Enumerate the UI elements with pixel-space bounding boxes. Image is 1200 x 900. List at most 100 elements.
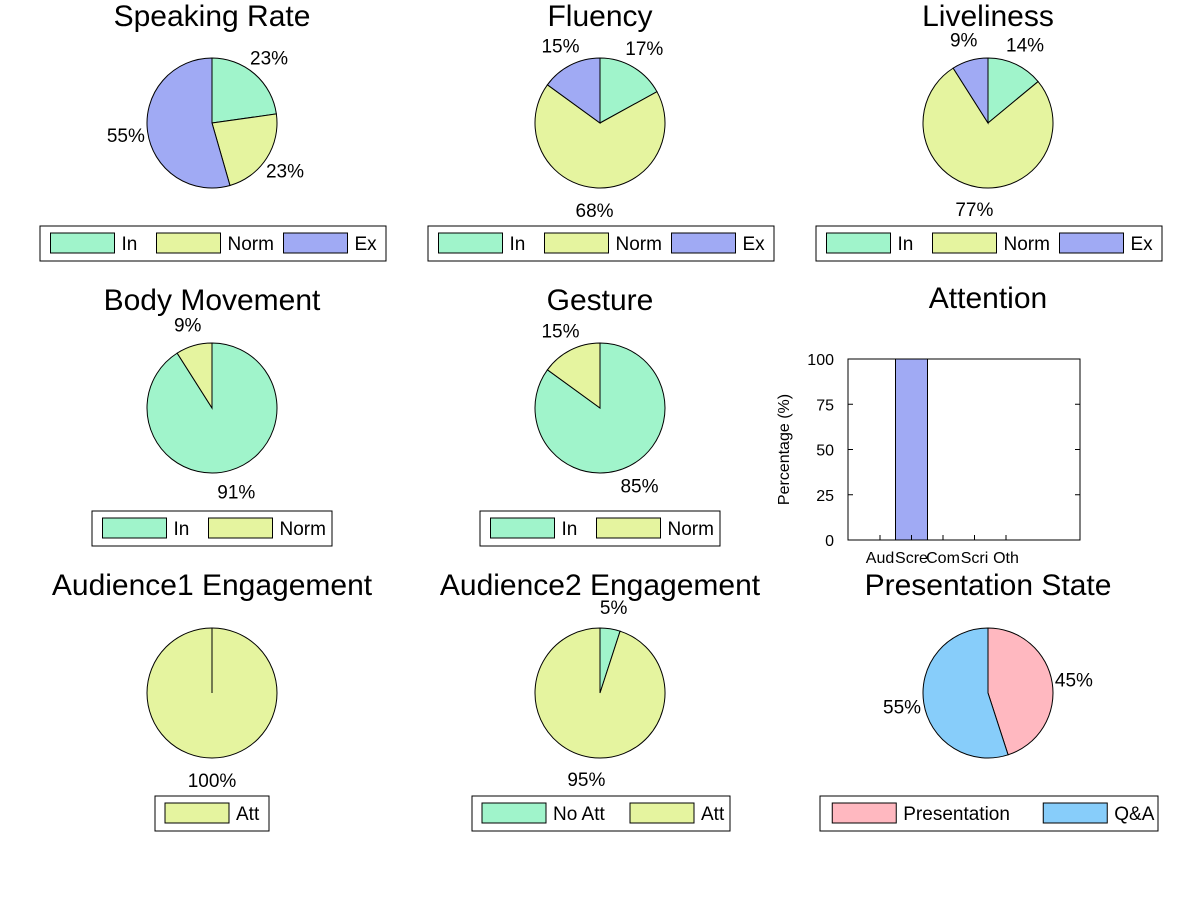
pie-slice-norm	[922, 67, 1054, 189]
pie-slice-norm	[176, 342, 213, 410]
legend-label-norm: Norm	[228, 234, 274, 255]
legend-swatch-presentation	[831, 802, 897, 824]
legend-label-no-att: No Att	[553, 804, 605, 825]
legend: In Norm Ex	[39, 225, 387, 262]
pie-percent-label: 68%	[576, 201, 614, 222]
legend: In Norm	[479, 510, 721, 547]
pie-percent-label: 14%	[1006, 35, 1044, 56]
legend: Presentation Q&A	[819, 795, 1159, 832]
legend-label-ex: Ex	[743, 234, 766, 255]
legend-label-ex: Ex	[1131, 234, 1154, 255]
legend-label-norm: Norm	[280, 519, 326, 540]
pie-percent-label: 23%	[266, 161, 304, 182]
x-tick-label-scre: Scre	[895, 550, 928, 567]
legend-swatch-norm	[156, 232, 221, 254]
pie-percent-label: 17%	[625, 39, 663, 60]
pie-percent-label: 9%	[950, 30, 978, 51]
x-tick-label-oth: Oth	[993, 550, 1019, 567]
pie-slice-norm	[211, 113, 278, 187]
x-tick-label-aud: Aud	[866, 550, 894, 567]
pie-slice-presentation	[987, 627, 1054, 756]
pie-percent-label: 55%	[883, 698, 921, 719]
legend-swatch-in	[50, 232, 115, 254]
bar-scre	[895, 358, 928, 541]
x-tick-label-com: Com	[926, 550, 960, 567]
legend-swatch-norm	[208, 517, 273, 539]
chart-title: Fluency	[547, 0, 652, 33]
y-tick-label: 0	[825, 533, 834, 550]
chart-title: Body Movement	[104, 284, 321, 317]
legend-swatch-norm	[932, 232, 997, 254]
pie-percent-label: 91%	[217, 483, 255, 504]
legend-swatch-qanda	[1042, 802, 1108, 824]
pie-slice-ex	[952, 57, 989, 125]
chart-audience1-engagement: Audience1 Engagement 100% Att	[52, 569, 373, 832]
chart-fluency: Fluency 17% 68% 15% In Norm Ex	[427, 0, 775, 262]
pie-percent-label: 77%	[955, 200, 993, 221]
pie-slice-norm	[546, 342, 601, 409]
chart-title: Presentation State	[865, 569, 1112, 602]
legend-label-in: In	[510, 234, 526, 255]
legend-label-in: In	[122, 234, 138, 255]
pie-percent-label: 9%	[174, 315, 202, 336]
pie-slice-ex	[146, 57, 231, 189]
pie-slice-norm	[534, 84, 666, 189]
legend: In Norm Ex	[815, 225, 1163, 262]
legend-swatch-in	[490, 517, 555, 539]
legend-swatch-ex	[671, 232, 736, 254]
pie-slice-in	[599, 57, 658, 124]
legend: In Norm Ex	[427, 225, 775, 262]
pie-slice-ex	[546, 57, 601, 124]
y-axis-label: Percentage (%)	[776, 394, 793, 505]
chart-title: Audience2 Engagement	[440, 569, 761, 602]
y-tick-label: 100	[807, 352, 834, 369]
pie-percent-label: 95%	[567, 770, 605, 791]
legend-label-att: Att	[701, 804, 725, 825]
legend-label-in: In	[174, 519, 190, 540]
legend-swatch-att	[629, 802, 695, 824]
legend-swatch-ex	[283, 232, 348, 254]
legend-label-norm: Norm	[1004, 234, 1050, 255]
x-tick-label-scri: Scri	[961, 550, 989, 567]
legend-label-norm: Norm	[668, 519, 714, 540]
legend-swatch-in	[438, 232, 503, 254]
chart-gesture: Gesture 85% 15% In Norm	[479, 284, 721, 547]
y-tick-label: 75	[816, 397, 834, 414]
legend-swatch-no-att	[481, 802, 547, 824]
legend-label-in: In	[898, 234, 914, 255]
y-tick-label: 25	[816, 488, 834, 505]
bar-axes-box	[847, 358, 1081, 541]
pie-slice-in	[211, 57, 277, 124]
pie-percent-label: 85%	[620, 477, 658, 498]
chart-title: Liveliness	[922, 0, 1054, 33]
legend-label-in: In	[562, 519, 578, 540]
legend-label-qanda: Q&A	[1114, 804, 1154, 825]
chart-title: Gesture	[547, 284, 654, 317]
legend: No Att Att	[471, 795, 731, 832]
legend-swatch-in	[102, 517, 167, 539]
legend-label-presentation: Presentation	[903, 804, 1010, 825]
legend-swatch-in	[826, 232, 891, 254]
chart-title: Audience1 Engagement	[52, 569, 373, 602]
pie-percent-label: 23%	[250, 48, 288, 69]
pie-percent-label: 5%	[600, 598, 628, 619]
legend-swatch-ex	[1059, 232, 1124, 254]
legend-swatch-att	[164, 802, 230, 824]
chart-body-movement: Body Movement 91% 9% In Norm	[91, 284, 333, 547]
pie-slice-in	[987, 57, 1039, 125]
y-tick-label: 50	[816, 443, 834, 460]
legend-swatch-norm	[544, 232, 609, 254]
chart-speaking-rate: Speaking Rate 23% 23% 55% In Norm Ex	[39, 0, 387, 262]
legend: Att	[154, 795, 270, 832]
pie-slice-att	[534, 627, 666, 759]
pie-percent-label: 55%	[107, 126, 145, 147]
legend: In Norm	[91, 510, 333, 547]
pie-slice-in	[534, 342, 666, 474]
pie-percent-label: 15%	[541, 36, 579, 57]
pie-percent-label: 100%	[188, 771, 237, 792]
pie-slice-qanda	[922, 627, 1009, 759]
